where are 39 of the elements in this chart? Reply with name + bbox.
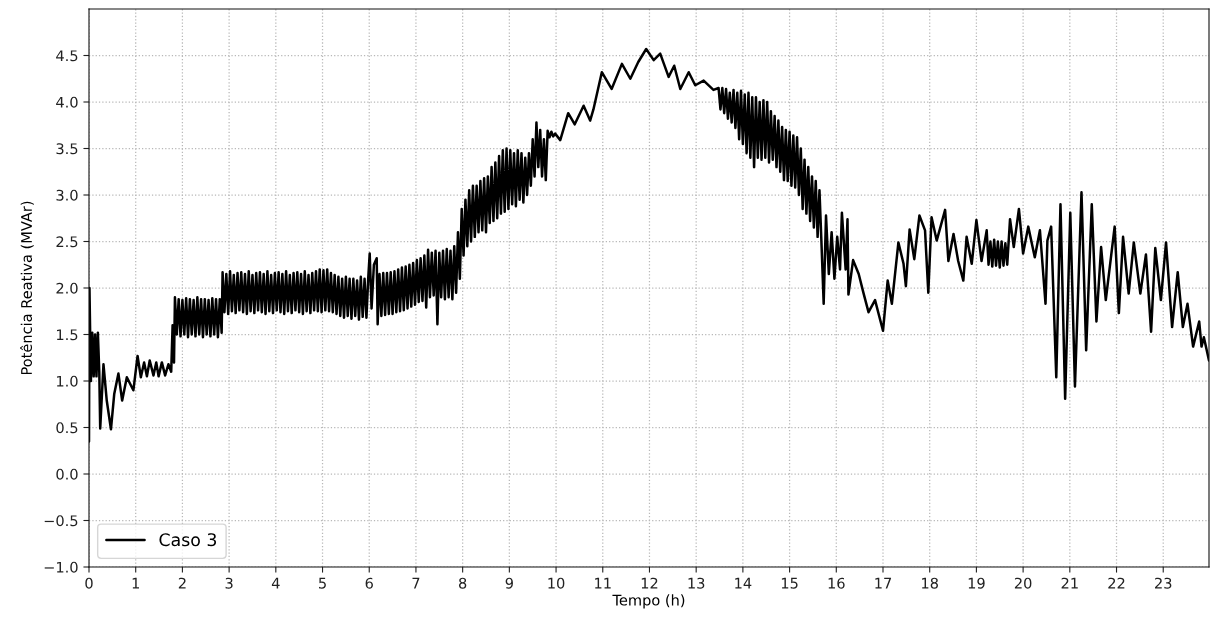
x-tick-label: 16 (828, 577, 845, 589)
x-tick-label: 2 (178, 577, 186, 589)
x-tick-label: 6 (365, 577, 373, 589)
x-tick-label: 12 (641, 577, 658, 589)
x-tick-label: 21 (1061, 577, 1078, 589)
x-tick-label: 18 (922, 577, 938, 589)
y-tick-label: 0.5 (56, 422, 78, 434)
x-tick-label: 20 (1014, 577, 1032, 589)
y-tick-label: 2.0 (56, 282, 78, 294)
x-tick-label: 19 (968, 577, 985, 589)
x-tick-label: 1 (132, 577, 139, 589)
y-axis-title: Potência Reativa (MVAr) (20, 201, 34, 375)
y-tick-label: 1.0 (56, 375, 78, 387)
x-tick-label: 7 (412, 577, 420, 589)
y-tick-label: 2.5 (56, 236, 78, 248)
x-tick-label: 8 (458, 577, 467, 589)
x-tick-label: 11 (595, 577, 611, 589)
y-tick-label: −0.5 (44, 515, 78, 527)
x-tick-label: 14 (735, 577, 752, 589)
x-tick-label: 0 (85, 577, 93, 589)
x-tick-label: 22 (1108, 577, 1125, 589)
x-tick-label: 4 (271, 577, 280, 589)
x-tick-label: 15 (781, 577, 798, 589)
x-tick-label: 17 (875, 577, 892, 589)
x-tick-label: 13 (688, 577, 705, 589)
y-tick-label: 4.0 (56, 96, 78, 108)
x-tick-label: 3 (225, 577, 233, 589)
y-tick-label: 1.5 (56, 329, 78, 341)
x-axis-title: Tempo (h) (612, 594, 685, 609)
x-tick-label: 10 (548, 577, 565, 589)
y-tick-label: −1.0 (44, 561, 78, 573)
y-tick-label: 0.0 (56, 468, 78, 480)
y-tick-label: 4.5 (56, 50, 78, 62)
y-tick-label: 3.0 (56, 189, 78, 201)
x-tick-label: 5 (319, 577, 326, 589)
x-tick-label: 23 (1155, 577, 1172, 589)
x-tick-label: 9 (505, 577, 513, 589)
legend-label: Caso 3 (159, 533, 217, 547)
y-tick-label: 3.5 (56, 143, 78, 155)
